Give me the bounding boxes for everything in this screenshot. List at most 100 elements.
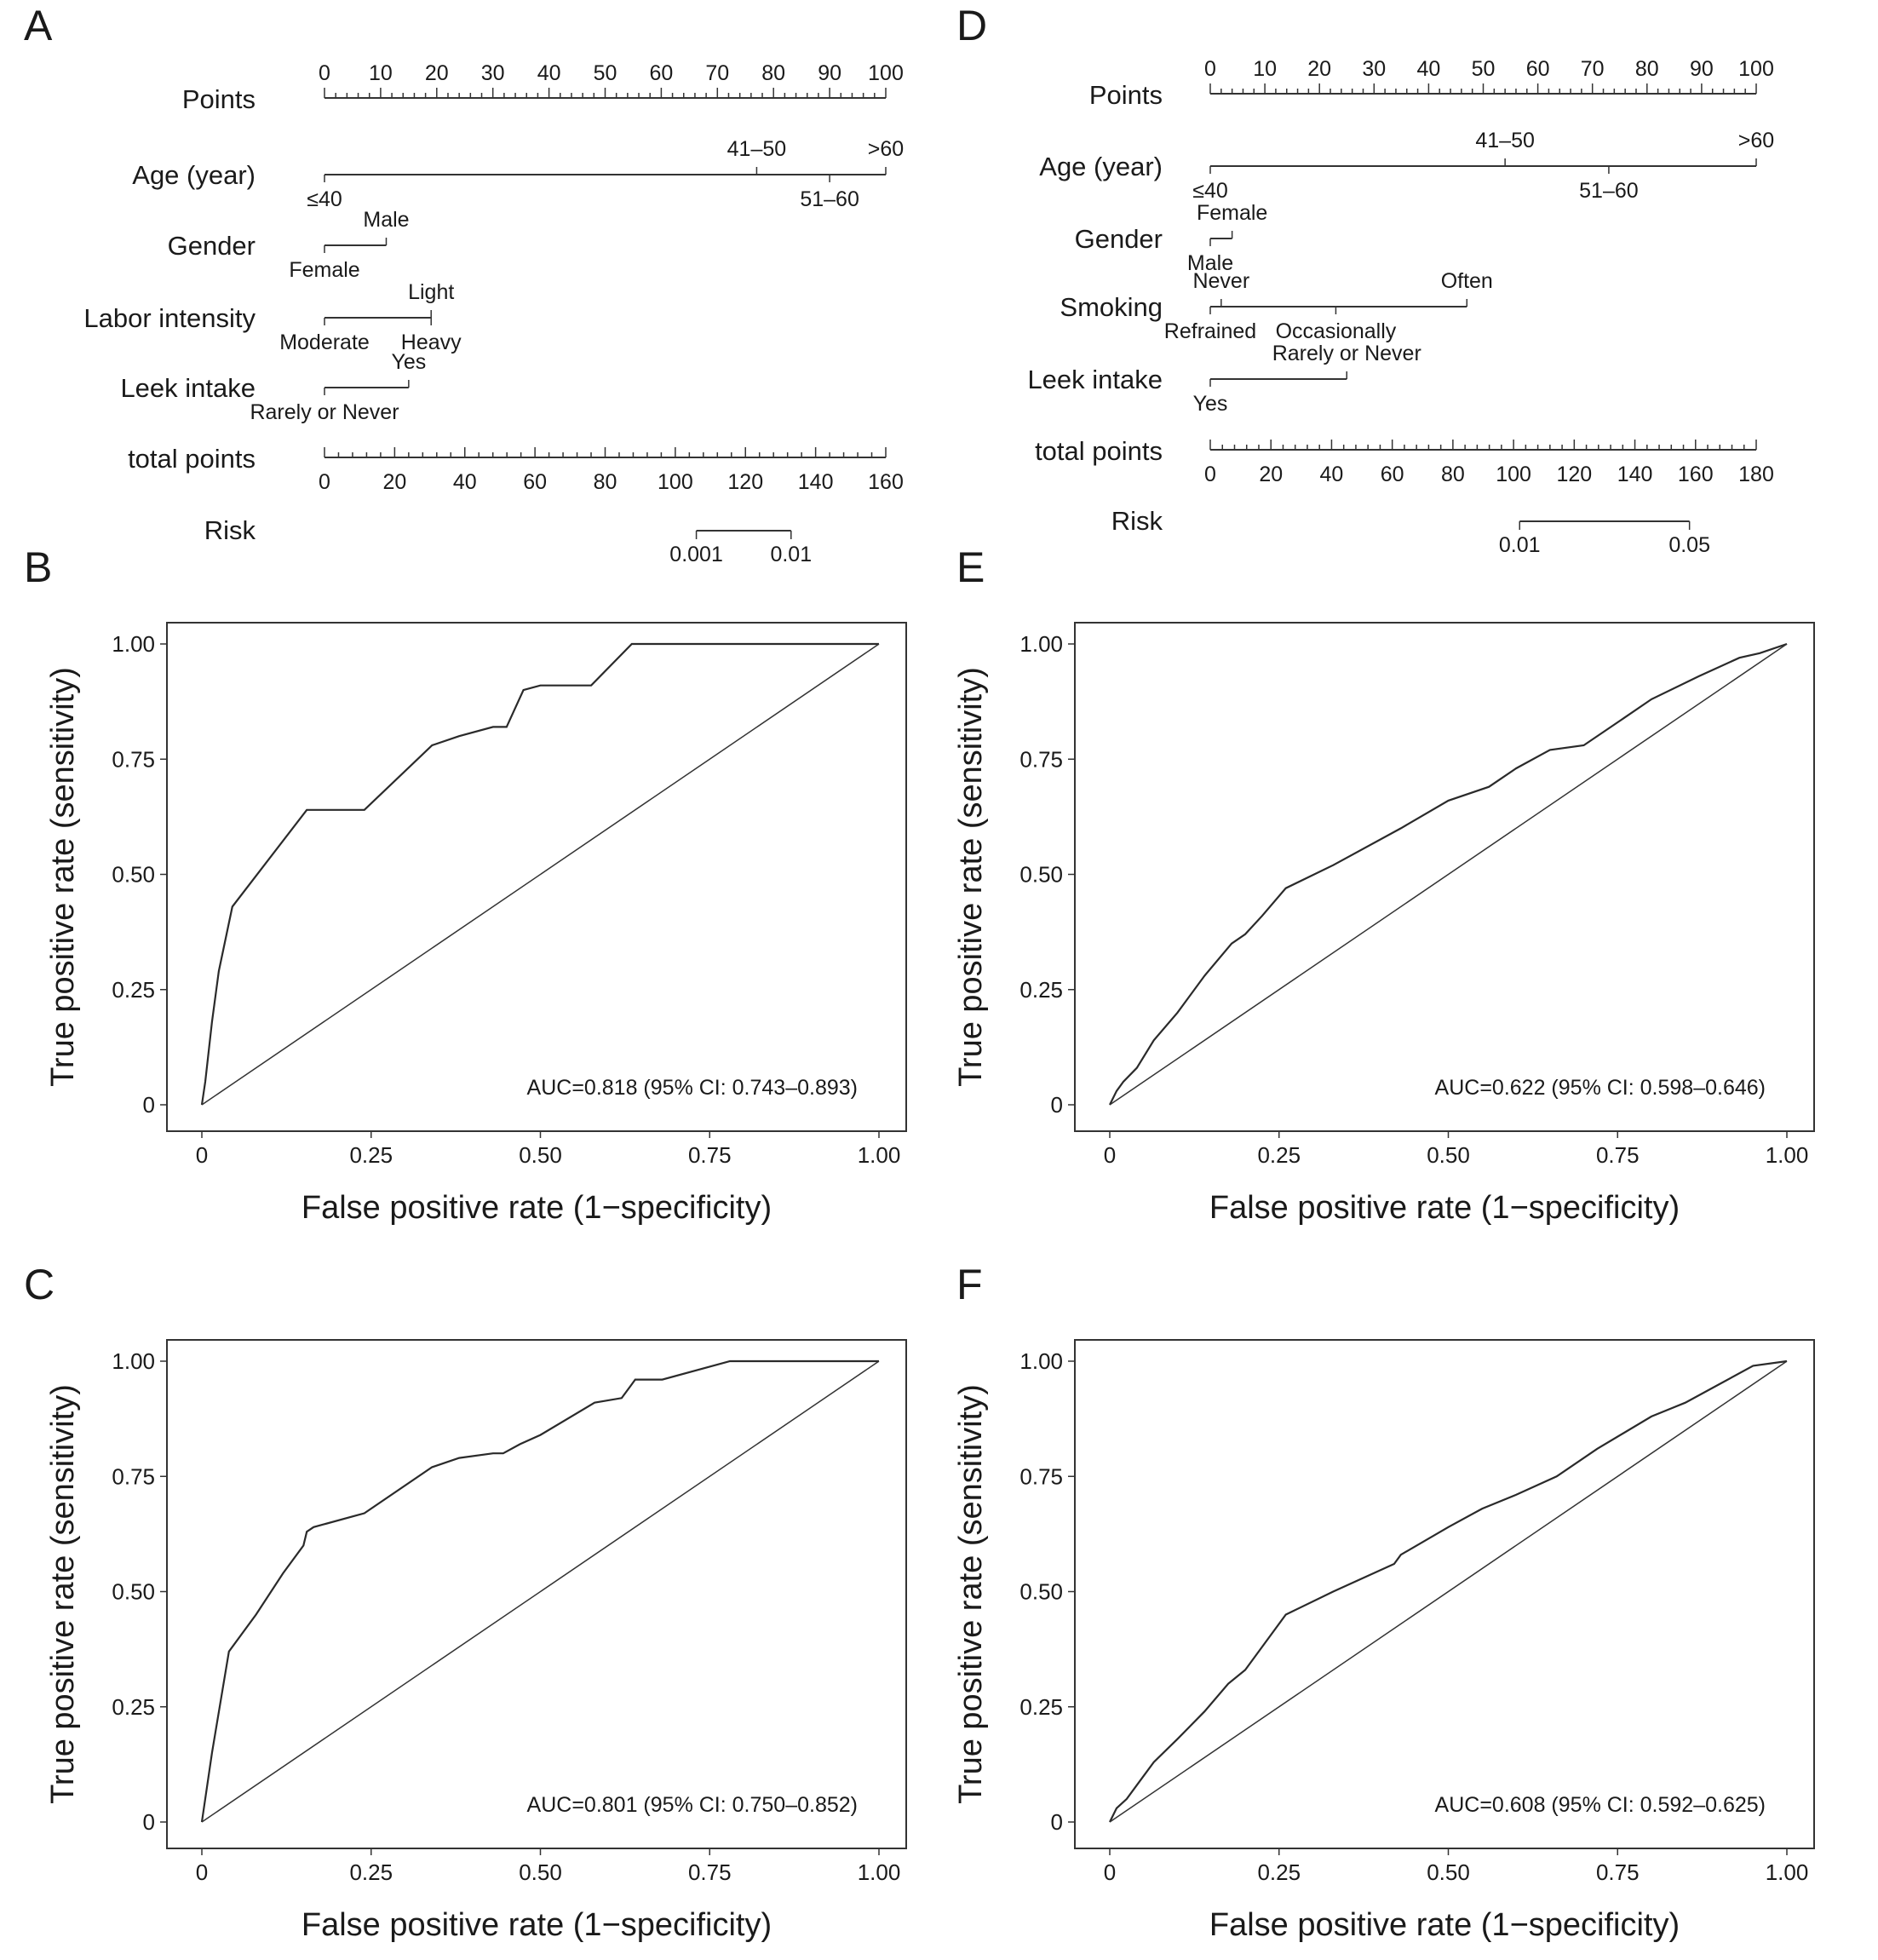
x-tick-label: 1.00 bbox=[858, 1859, 901, 1885]
risk-tick-label: 0.05 bbox=[1668, 533, 1710, 557]
points-tick-label: 70 bbox=[705, 61, 729, 85]
variable-level-label: ≤40 bbox=[307, 187, 342, 211]
x-tick-label: 0.75 bbox=[1596, 1859, 1640, 1885]
x-tick-label: 0.75 bbox=[688, 1142, 732, 1168]
auc-annotation: AUC=0.801 (95% CI: 0.750–0.852) bbox=[527, 1793, 858, 1817]
plot-frame bbox=[166, 1339, 907, 1849]
risk-label: Risk bbox=[1111, 506, 1163, 536]
y-axis-label: True positive rate (sensitivity) bbox=[45, 667, 81, 1087]
variable-label: Age (year) bbox=[1039, 152, 1163, 181]
total-points-tick-label: 20 bbox=[382, 470, 406, 494]
panel-letter-a: A bbox=[24, 2, 53, 49]
total-points-tick-label: 60 bbox=[523, 470, 547, 494]
risk-tick-label: 0.01 bbox=[770, 543, 812, 566]
y-tick-label: 0.75 bbox=[1019, 746, 1063, 772]
points-axis-label: Points bbox=[182, 84, 256, 114]
variable-level-label: >60 bbox=[1738, 129, 1774, 152]
y-tick-label: 0 bbox=[1051, 1809, 1063, 1835]
variable-label: Gender bbox=[1075, 224, 1163, 254]
risk-tick-label: 0.001 bbox=[669, 543, 723, 566]
x-axis-label: False positive rate (1−specificity) bbox=[302, 1190, 772, 1226]
x-tick-label: 0.25 bbox=[1257, 1142, 1301, 1168]
x-tick-label: 0.25 bbox=[349, 1859, 393, 1885]
x-tick-label: 1.00 bbox=[1766, 1142, 1809, 1168]
points-axis-label: Points bbox=[1089, 80, 1163, 110]
y-tick-label: 0 bbox=[143, 1809, 155, 1835]
y-axis-label: True positive rate (sensitivity) bbox=[45, 1384, 81, 1804]
points-tick-label: 50 bbox=[594, 61, 617, 85]
y-axis-label: True positive rate (sensitivity) bbox=[953, 1384, 989, 1804]
total-points-tick-label: 40 bbox=[1320, 463, 1344, 486]
plot-frame bbox=[1074, 622, 1815, 1132]
variable-level-label: Light bbox=[408, 280, 454, 304]
x-tick-label: 0 bbox=[1104, 1142, 1116, 1168]
total-points-tick-label: 20 bbox=[1259, 463, 1283, 486]
auc-annotation: AUC=0.818 (95% CI: 0.743–0.893) bbox=[527, 1076, 858, 1100]
variable-level-label: 41–50 bbox=[727, 137, 787, 161]
auc-annotation: AUC=0.608 (95% CI: 0.592–0.625) bbox=[1435, 1793, 1766, 1817]
nomogram-panel-d: D Points 0 10 20 30 40 50 60 70 80 90 100 Age (year) ≤… bbox=[956, 2, 1774, 557]
roc-panel-b: B 0 0.25 0.50 0.75 1.00 0 0.25 0.50 0.75 1.00 False… bbox=[24, 543, 907, 1226]
x-tick-label: 0.50 bbox=[519, 1142, 562, 1168]
variable-label: Labor intensity bbox=[83, 303, 256, 333]
roc-panel-e: E 0 0.25 0.50 0.75 1.00 0 0.25 0.50 0.75 1.00 False… bbox=[953, 543, 1815, 1226]
points-tick-label: 60 bbox=[1526, 57, 1550, 81]
points-tick-label: 90 bbox=[818, 61, 841, 85]
points-tick-label: 60 bbox=[649, 61, 673, 85]
points-tick-label: 20 bbox=[1307, 57, 1331, 81]
points-tick-label: 0 bbox=[319, 61, 330, 85]
variable-level-label: Often bbox=[1441, 269, 1493, 293]
variable-level-label: Male bbox=[1187, 251, 1233, 275]
variable-level-label: Female bbox=[1197, 201, 1267, 225]
variable-label: Leek intake bbox=[120, 373, 256, 403]
points-tick-label: 30 bbox=[1362, 57, 1386, 81]
variable-label: Age (year) bbox=[132, 160, 256, 190]
variable-level-label: >60 bbox=[868, 137, 904, 161]
points-tick-label: 80 bbox=[1635, 57, 1659, 81]
variable-level-label: Refrained bbox=[1164, 319, 1256, 343]
y-tick-label: 0.25 bbox=[112, 977, 155, 1003]
roc-panel-c: C 0 0.25 0.50 0.75 1.00 0 0.25 0.50 0.75 1.00 False… bbox=[24, 1261, 907, 1943]
risk-tick-label: 0.01 bbox=[1499, 533, 1541, 557]
variable-level-label: Heavy bbox=[401, 330, 462, 354]
x-tick-label: 0 bbox=[1104, 1859, 1116, 1885]
plot-frame bbox=[1074, 1339, 1815, 1849]
panel-letter-c: C bbox=[24, 1261, 55, 1308]
points-tick-label: 70 bbox=[1581, 57, 1605, 81]
total-points-tick-label: 120 bbox=[727, 470, 763, 494]
variable-label: Leek intake bbox=[1027, 365, 1163, 394]
variable-level-label: 51–60 bbox=[1579, 179, 1639, 203]
y-tick-label: 1.00 bbox=[1019, 631, 1063, 657]
auc-annotation: AUC=0.622 (95% CI: 0.598–0.646) bbox=[1435, 1076, 1766, 1100]
total-points-tick-label: 100 bbox=[658, 470, 693, 494]
roc-curve bbox=[1109, 1359, 1788, 1823]
total-points-tick-label: 140 bbox=[1617, 463, 1653, 486]
y-axis-label: True positive rate (sensitivity) bbox=[953, 667, 989, 1087]
points-tick-label: 10 bbox=[1253, 57, 1277, 81]
total-points-tick-label: 160 bbox=[868, 470, 904, 494]
panel-letter-b: B bbox=[24, 543, 52, 591]
y-tick-label: 0.75 bbox=[112, 746, 155, 772]
total-points-tick-label: 40 bbox=[453, 470, 477, 494]
total-points-tick-label: 0 bbox=[319, 470, 330, 494]
total-points-label: total points bbox=[1035, 436, 1163, 466]
points-tick-label: 80 bbox=[761, 61, 785, 85]
x-tick-label: 0.25 bbox=[349, 1142, 393, 1168]
variable-label: Gender bbox=[168, 231, 256, 261]
points-tick-label: 40 bbox=[1416, 57, 1440, 81]
variable-level-label: Occasionally bbox=[1276, 319, 1397, 343]
variable-level-label: Yes bbox=[391, 350, 426, 374]
x-axis-label: False positive rate (1−specificity) bbox=[1209, 1190, 1680, 1226]
y-tick-label: 0.25 bbox=[1019, 1694, 1063, 1720]
x-tick-label: 0.25 bbox=[1257, 1859, 1301, 1885]
points-tick-label: 100 bbox=[868, 61, 904, 85]
total-points-tick-label: 180 bbox=[1738, 463, 1774, 486]
total-points-tick-label: 160 bbox=[1678, 463, 1714, 486]
y-tick-label: 1.00 bbox=[1019, 1348, 1063, 1374]
points-tick-label: 90 bbox=[1690, 57, 1714, 81]
x-tick-label: 0.50 bbox=[1427, 1142, 1470, 1168]
nomogram-panel-a: A Points 0 10 20 30 40 50 60 70 80 90 100 Age (year) ≤… bbox=[24, 2, 904, 566]
variable-level-label: ≤40 bbox=[1192, 179, 1228, 203]
y-tick-label: 0.75 bbox=[1019, 1463, 1063, 1489]
